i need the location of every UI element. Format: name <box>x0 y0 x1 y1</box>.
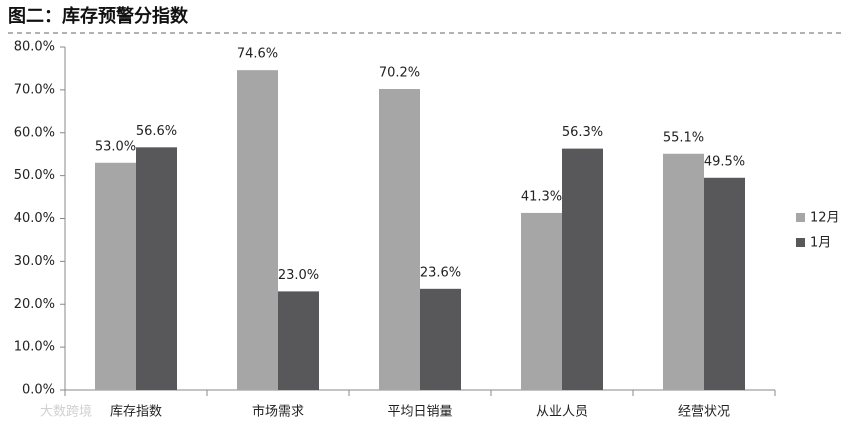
x-tick-label: 从业人员 <box>536 405 588 420</box>
y-tick-label: 0.0% <box>22 383 55 398</box>
value-label: 74.6% <box>237 47 278 62</box>
legend-label: 12月 <box>810 211 840 226</box>
bar <box>237 70 278 390</box>
watermark: 大数跨境 <box>40 405 92 420</box>
y-tick-label: 10.0% <box>14 340 55 355</box>
value-label: 55.1% <box>663 130 704 145</box>
y-tick-label: 30.0% <box>14 254 55 269</box>
value-label: 56.3% <box>562 125 603 140</box>
legend-swatch <box>796 238 805 247</box>
y-tick-label: 40.0% <box>14 211 55 226</box>
bar <box>136 147 177 390</box>
value-label: 23.0% <box>278 268 319 283</box>
y-tick-label: 20.0% <box>14 297 55 312</box>
bar <box>278 291 319 390</box>
value-label: 70.2% <box>379 66 420 81</box>
bar <box>663 153 704 390</box>
bar <box>704 177 745 390</box>
x-tick-label: 经营状况 <box>678 405 730 420</box>
value-label: 56.6% <box>136 124 177 139</box>
bar <box>95 162 136 390</box>
bar <box>379 89 420 390</box>
chart-title: 图二：库存预警分指数 <box>8 5 189 27</box>
x-tick-label: 平均日销量 <box>387 405 452 420</box>
y-tick-label: 50.0% <box>14 168 55 183</box>
value-label: 53.0% <box>95 139 136 154</box>
value-label: 49.5% <box>704 154 745 169</box>
bar <box>562 148 603 390</box>
bar <box>420 288 461 390</box>
y-tick-label: 70.0% <box>14 82 55 97</box>
x-tick-label: 市场需求 <box>252 404 304 420</box>
y-tick-label: 80.0% <box>14 40 55 55</box>
y-tick-label: 60.0% <box>14 125 55 140</box>
value-label: 41.3% <box>521 189 562 204</box>
x-tick-label: 库存指数 <box>110 404 162 420</box>
legend-swatch <box>796 213 805 222</box>
bar <box>521 212 562 390</box>
legend-label: 1月 <box>810 236 831 251</box>
value-label: 23.6% <box>420 265 461 280</box>
